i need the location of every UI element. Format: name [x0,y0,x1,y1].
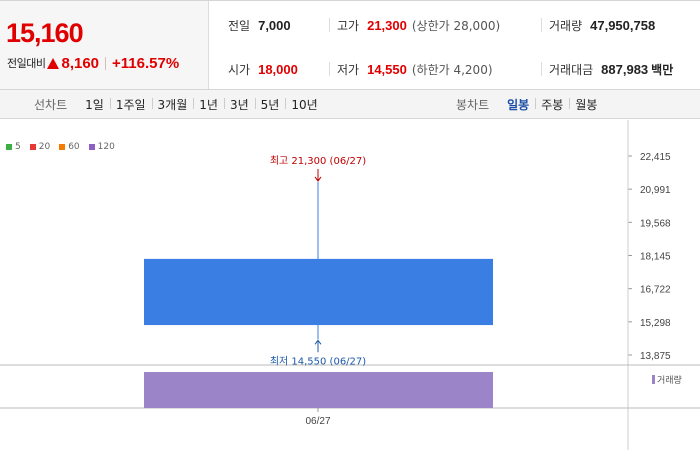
line-chart-tabs: 선차트 1일 1주일 3개월 1년 3년 5년 10년 [34,90,324,119]
legend-item-ma120: 120 [88,142,115,152]
stat-open: 시가 18,000 [228,60,298,78]
tab-daily[interactable]: 일봉 [507,98,530,112]
stat-value: 21,300 [367,17,407,33]
legend-swatch [59,144,66,150]
divider [541,62,542,76]
ma-legend: 5 20 60 120 [6,142,124,152]
tab-1w[interactable]: 1주일 [109,96,152,113]
x-tick-label: 06/27 [305,416,330,427]
legend-swatch [88,144,95,150]
legend-label: 120 [97,142,115,152]
legend-item-ma20: 20 [29,142,51,152]
legend-label: 60 [68,142,80,152]
tab-weekly[interactable]: 주봉 [535,96,569,113]
stat-value: 47,950,758 [590,17,656,33]
tab-5y[interactable]: 5년 [254,96,286,113]
tab-monthly[interactable]: 월봉 [569,96,603,113]
low-annotation: 최저 14,550 (06/27) [270,355,366,367]
stat-label: 거래량 [549,18,583,33]
change-row: 전일대비 8,160 +116.57% [7,54,179,72]
stat-label: 시가 [228,62,251,77]
stat-amount: 거래대금 887,983 백만 [549,60,673,78]
tab-1d[interactable]: 1일 [85,98,104,112]
change-value: 8,160 [61,54,100,72]
y-tick-label: 16,722 [640,285,671,296]
legend-label: 거래량 [657,376,682,386]
legend-label: 5 [15,142,21,152]
tab-3y[interactable]: 3년 [223,96,255,113]
divider [105,56,107,70]
current-price-box: 15,160 전일대비 8,160 +116.57% [0,1,209,89]
stat-label: 고가 [337,18,360,33]
legend-swatch [6,144,12,150]
y-tick-label: 22,415 [640,152,671,163]
y-tick-label: 15,298 [640,318,671,329]
y-tick-label: 13,875 [640,351,671,362]
stat-high: 고가 21,300 (상한가 28,000) [337,16,500,34]
current-price: 15,160 [6,18,84,48]
stat-label: 전일 [228,18,251,33]
y-tick-label: 18,145 [640,252,671,263]
volume-legend: 거래량 [652,373,682,386]
y-tick-label: 19,568 [640,218,671,229]
change-label: 전일대비 [7,57,46,70]
candle-body [144,258,493,326]
up-triangle-icon [47,57,60,69]
line-chart-title: 선차트 [34,98,68,112]
legend-swatch [29,144,36,150]
y-tick-label: 20,991 [640,185,671,196]
change-percent: +116.57% [112,54,180,72]
stat-value: 7,000 [258,17,291,33]
legend-label: 20 [38,142,51,152]
candle-chart-title: 봉차트 [456,98,490,112]
stat-value: 14,550 [367,61,407,77]
stat-volume: 거래량 47,950,758 [549,16,655,34]
high-annotation: 최고 21,300 (06/27) [270,155,366,167]
stat-prev-close: 전일 7,000 [228,16,291,34]
divider [329,18,330,32]
legend-swatch [652,375,655,384]
stat-value: 887,983 [601,61,649,77]
lower-limit: (하한가 4,200) [411,62,493,77]
divider [329,62,330,76]
high-arrow-head [314,176,322,182]
tab-10y[interactable]: 10년 [285,96,323,113]
stat-label: 거래대금 [549,62,594,77]
chart-canvas: 22,415 20,991 19,568 18,145 16,722 15,298 13,8… [0,120,700,450]
upper-limit: (상한가 28,000) [411,18,501,33]
stat-label: 저가 [337,62,360,77]
low-arrow-head [314,339,322,345]
tab-3m[interactable]: 3개월 [151,96,194,113]
chart-tabs: 선차트 1일 1주일 3개월 1년 3년 5년 10년 봉차트 일봉 주봉 월봉 [0,90,700,119]
stat-low: 저가 14,550 (하한가 4,200) [337,60,493,78]
divider [541,18,542,32]
legend-item-ma5: 5 [6,142,21,152]
stock-chart: 22,415 20,991 19,568 18,145 16,722 15,298 13,8… [0,120,700,450]
tab-1y[interactable]: 1년 [193,96,224,113]
amount-unit: 백만 [651,62,674,77]
price-summary: 15,160 전일대비 8,160 +116.57% 전일 7,000 고가 2… [0,0,700,90]
legend-item-ma60: 60 [59,142,80,152]
candle-chart-tabs: 봉차트 일봉 주봉 월봉 [456,90,603,119]
volume-bar [144,372,493,408]
stat-value: 18,000 [258,61,298,77]
